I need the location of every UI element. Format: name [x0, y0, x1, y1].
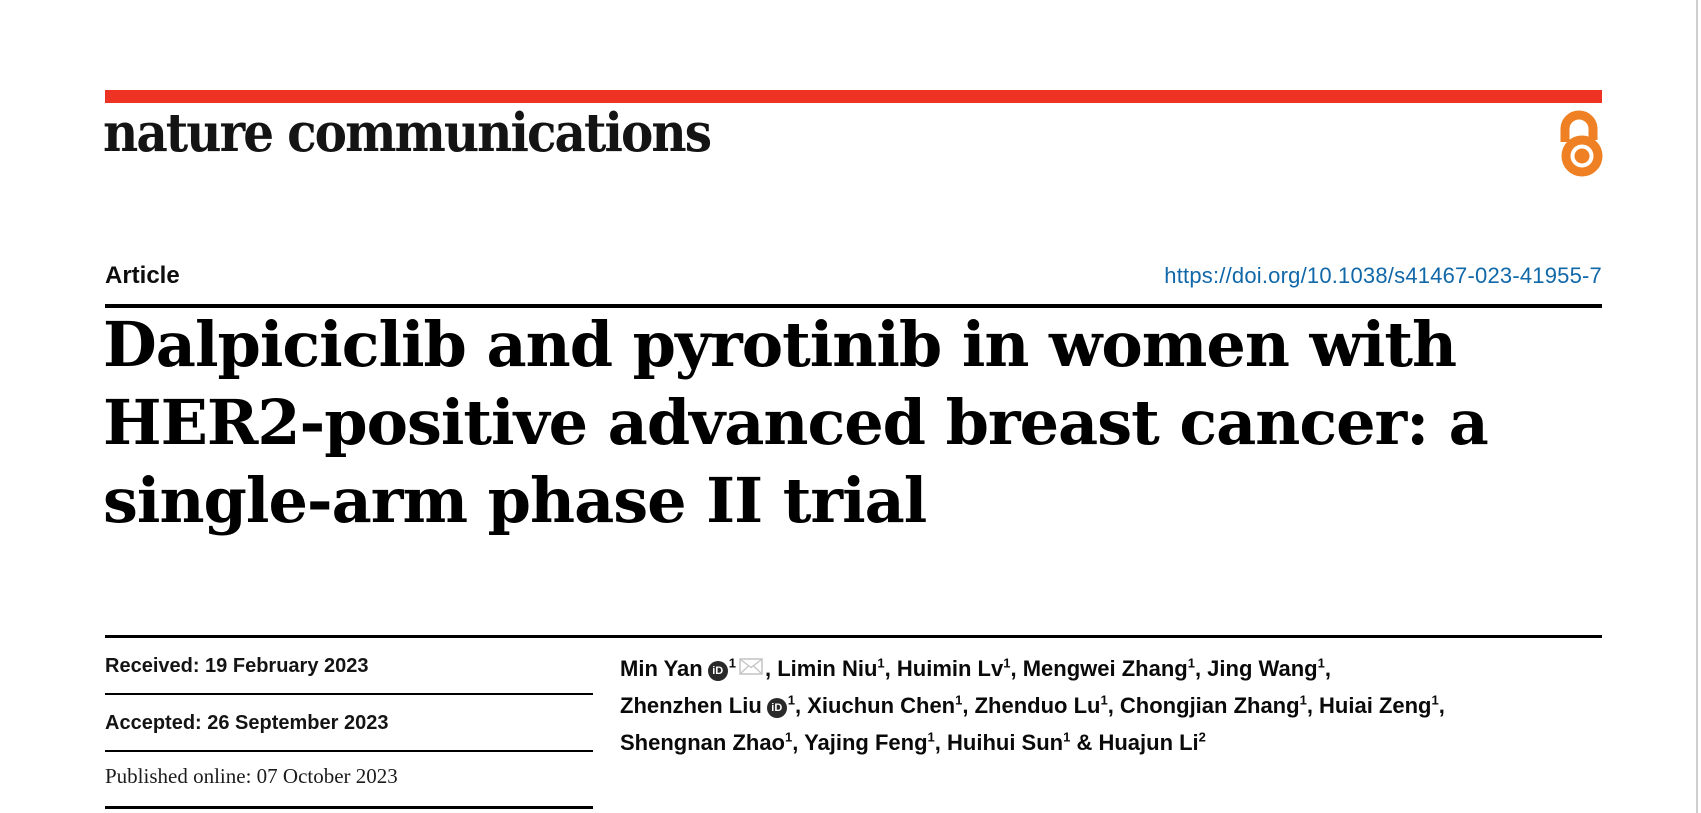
title-top-rule [105, 304, 1602, 308]
author-line-1: Min Yan iD1, Limin Niu1, Huimin Lv1, Meng… [620, 655, 1331, 681]
affiliation-superscript: 1 [1317, 655, 1325, 671]
affiliation-superscript: 1 [728, 655, 736, 671]
author-name: Limin Niu [777, 656, 878, 681]
accepted-date: Accepted: 26 September 2023 [105, 712, 389, 734]
author-name: Yajing Feng [804, 730, 928, 755]
orcid-icon[interactable]: iD [707, 661, 728, 681]
author-line-2: Zhenzhen Liu iD1, Xiuchun Chen1, Zhenduo … [620, 692, 1445, 718]
affiliation-superscript: 1 [955, 692, 963, 708]
affiliation-superscript: 1 [927, 729, 935, 745]
affiliation-superscript: 1 [877, 655, 885, 671]
author-line-3: Shengnan Zhao1, Yajing Feng1, Huihui Sun… [620, 729, 1206, 755]
doi-row: https://doi.org/10.1038/s41467-023-41955… [105, 262, 1602, 290]
article-title-line-3: single-arm phase II trial [103, 464, 927, 537]
email-icon[interactable] [739, 655, 763, 680]
history-divider-1 [105, 693, 593, 695]
affiliation-superscript: 1 [1299, 692, 1307, 708]
author-name: Zhenzhen Liu [620, 693, 762, 718]
pdf-page-edge [1696, 0, 1698, 813]
header-bottom-rule [105, 635, 1602, 638]
author-name: Huajun Li [1098, 730, 1199, 755]
author-name: Zhenduo Lu [974, 693, 1101, 718]
author-name: Huimin Lv [896, 656, 1004, 681]
author-name: Huihui Sun [947, 730, 1064, 755]
author-name: Jing Wang [1207, 656, 1318, 681]
affiliation-superscript: 1 [785, 729, 793, 745]
affiliation-superscript: 1 [1187, 655, 1195, 671]
published-date: Published online: 07 October 2023 [105, 764, 398, 788]
author-name: Chongjian Zhang [1119, 693, 1300, 718]
author-name: Mengwei Zhang [1022, 656, 1188, 681]
journal-logo: nature communications [103, 100, 712, 164]
masthead-red-bar [105, 90, 1602, 103]
article-title-line-2: HER2-positive advanced breast cancer: a [103, 386, 1489, 459]
affiliation-superscript: 1 [1003, 655, 1011, 671]
affiliation-superscript: 1 [787, 692, 795, 708]
article-title-line-1: Dalpiciclib and pyrotinib in women with [103, 308, 1457, 381]
open-access-icon [1557, 109, 1603, 184]
article-type-label: Article [105, 262, 180, 289]
affiliation-superscript: 1 [1431, 692, 1439, 708]
author-name: Min Yan [620, 656, 703, 681]
article-title: Dalpiciclib and pyrotinib in women with … [103, 306, 1603, 540]
affiliation-superscript: 1 [1100, 692, 1108, 708]
affiliation-superscript: 1 [1063, 729, 1071, 745]
affiliation-superscript: 2 [1198, 729, 1206, 745]
author-name: Shengnan Zhao [620, 730, 785, 755]
orcid-icon[interactable]: iD [766, 698, 787, 718]
author-name: Xiuchun Chen [807, 693, 956, 718]
received-date: Received: 19 February 2023 [105, 655, 369, 677]
author-list: Min Yan iD1, Limin Niu1, Huimin Lv1, Meng… [620, 649, 1640, 761]
history-divider-3 [105, 806, 593, 809]
history-divider-2 [105, 750, 593, 752]
author-name: Huiai Zeng [1319, 693, 1432, 718]
doi-link[interactable]: https://doi.org/10.1038/s41467-023-41955… [1164, 263, 1602, 288]
